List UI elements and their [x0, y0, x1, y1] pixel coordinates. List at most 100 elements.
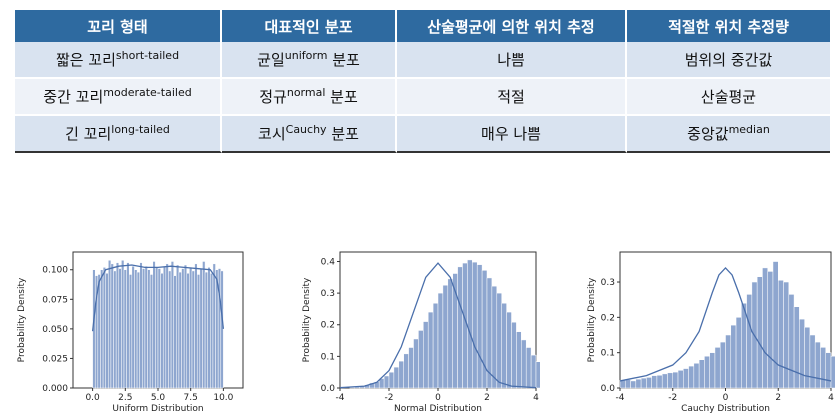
uniform-histogram-bar: [136, 271, 140, 389]
cauchy-histogram-bar: [672, 371, 679, 389]
distribution-label: 균일: [257, 51, 285, 69]
cauchy-histogram-bar: [646, 377, 652, 389]
uniform-histogram-bar: [152, 261, 156, 389]
uniform-histogram-bar: [131, 265, 135, 389]
cauchy-histogram-bar: [625, 379, 631, 389]
normal-y-tick-label: 0.2: [321, 321, 335, 331]
cauchy-histogram-bar: [830, 355, 835, 389]
header-tail-shape: 꼬리 형태: [15, 10, 222, 42]
normal-x-tick-label: -4: [336, 393, 345, 403]
normal-histogram-bar: [467, 259, 473, 389]
uniform-histogram-bar: [100, 269, 104, 389]
uniform-histogram-bar: [212, 263, 216, 389]
normal-histogram-bar: [393, 366, 400, 389]
cauchy-y-tick-label: 0.2: [601, 313, 615, 323]
uniform-y-tick-label: 0.025: [42, 354, 68, 364]
distribution-superscript: Cauchy: [285, 123, 327, 136]
cauchy-histogram-bar: [772, 261, 779, 389]
normal-x-axis-label: Normal Distribution: [394, 404, 482, 414]
uniform-histogram-bar: [126, 262, 130, 389]
cauchy-histogram-bar: [719, 341, 726, 389]
tail-cell: 중간 꼬리moderate-tailed: [15, 79, 222, 116]
cauchy-histogram-bar: [635, 378, 642, 389]
normal-distribution-chart: -4 -2 0 2 4 0.0 0.1 0.2 0.3 0.4 Normal Distributio…: [302, 251, 540, 414]
normal-histogram-bar: [447, 278, 453, 389]
cauchy-y-tick-label: 0.3: [601, 278, 615, 288]
proper-estimator-label: 중앙값: [687, 125, 729, 143]
uniform-histogram-bar: [108, 260, 112, 389]
uniform-histogram-bar: [147, 269, 151, 389]
normal-histogram-bar: [423, 321, 429, 389]
tail-superscript: short-tailed: [115, 49, 180, 62]
cauchy-histogram-bar: [683, 368, 689, 389]
uniform-histogram-bar: [121, 260, 125, 389]
uniform-histogram-bar: [178, 271, 182, 389]
normal-x-tick-label: 2: [484, 393, 490, 403]
uniform-histogram-bar: [168, 270, 172, 389]
normal-histogram-bar: [496, 292, 502, 389]
cauchy-kde-line: [619, 266, 832, 382]
cauchy-histogram-bar: [809, 334, 816, 389]
proper-estimator-cell: 중앙값median: [627, 116, 830, 153]
mean-estimate-cell: 매우 나쁨: [397, 116, 627, 153]
table-header-row: 꼬리 형태 대표적인 분포 산술평균에 의한 위치 추정 적절한 위치 추정량: [15, 10, 830, 42]
normal-histogram-bar: [413, 338, 419, 389]
cauchy-histogram-bar: [778, 280, 784, 389]
uniform-histogram-bar: [183, 264, 188, 389]
cauchy-histogram-bar: [651, 375, 658, 389]
uniform-histogram-bar: [144, 265, 148, 389]
normal-y-tick-label: 0.3: [321, 289, 335, 299]
uniform-histogram-bar: [210, 273, 214, 389]
distribution-cell: 정규normal 분포: [222, 79, 397, 116]
table-row: 긴 꼬리long-tailed 코시Cauchy 분포 매우 나쁨 중앙값med…: [15, 116, 830, 153]
uniform-histogram-bar: [160, 273, 164, 389]
distribution-suffix: 분포: [327, 51, 360, 69]
distribution-superscript: normal: [286, 86, 326, 99]
cauchy-histogram-bar: [714, 347, 721, 389]
cauchy-histogram-bar: [688, 365, 695, 389]
cauchy-histogram-bar: [767, 271, 774, 389]
cauchy-y-axis-label: Probability Density: [587, 277, 597, 362]
cauchy-histogram-bar: [730, 324, 737, 389]
uniform-y-tick-label: 0.100: [42, 266, 68, 276]
tail-superscript: moderate-tailed: [103, 86, 192, 99]
uniform-x-tick-label: 0.0: [85, 393, 100, 403]
normal-x-tick-label: 0: [435, 393, 441, 403]
normal-histogram-bar: [383, 375, 390, 389]
uniform-x-tick-label: 5.0: [151, 393, 166, 403]
cauchy-histogram-bar: [825, 352, 832, 389]
cauchy-histogram-bar: [799, 318, 805, 389]
uniform-histogram-bar: [202, 261, 206, 389]
cauchy-histogram-bar: [746, 294, 753, 389]
uniform-histogram-bar: [199, 268, 203, 389]
cauchy-x-tick-label: -2: [668, 393, 677, 403]
proper-estimator-cell: 범위의 중간값: [627, 42, 830, 79]
cauchy-distribution-chart: -4 -2 0 2 4 0.0 0.1 0.2 0.3 Cauchy Distribution Pr…: [587, 251, 835, 414]
uniform-histogram-bar: [194, 263, 198, 389]
uniform-x-axis-label: Uniform Distribution: [112, 404, 203, 414]
normal-histogram-bar: [535, 361, 540, 389]
normal-histogram-bar: [506, 311, 512, 389]
uniform-x-tick-label: 2.5: [118, 393, 132, 403]
uniform-histogram-bar: [165, 263, 169, 389]
normal-x-tick-label: 4: [533, 393, 539, 403]
normal-histogram-bar: [432, 302, 439, 389]
cauchy-histogram-bar: [804, 326, 811, 389]
normal-histogram-bar: [525, 347, 532, 389]
uniform-histogram-bar: [134, 269, 138, 389]
proper-estimator-cell: 산술평균: [627, 79, 830, 116]
normal-histogram-bar: [501, 302, 507, 389]
uniform-histogram-bar: [173, 275, 177, 389]
header-mean-location-estimate: 산술평균에 의한 위치 추정: [397, 10, 627, 42]
cauchy-histogram-bar: [661, 373, 668, 389]
cauchy-y-tick-label: 0.0: [601, 384, 616, 394]
cauchy-histogram-bar: [704, 355, 710, 389]
uniform-histogram-bar: [128, 274, 133, 389]
cauchy-histogram-bar: [709, 352, 716, 389]
cauchy-histogram-bar: [667, 372, 673, 389]
normal-histogram-bar: [388, 371, 395, 389]
distribution-suffix: 분포: [325, 88, 358, 106]
cauchy-histogram-bar: [762, 267, 768, 389]
normal-histogram-bar: [491, 285, 498, 389]
uniform-x-tick-label: 10.0: [213, 393, 233, 403]
